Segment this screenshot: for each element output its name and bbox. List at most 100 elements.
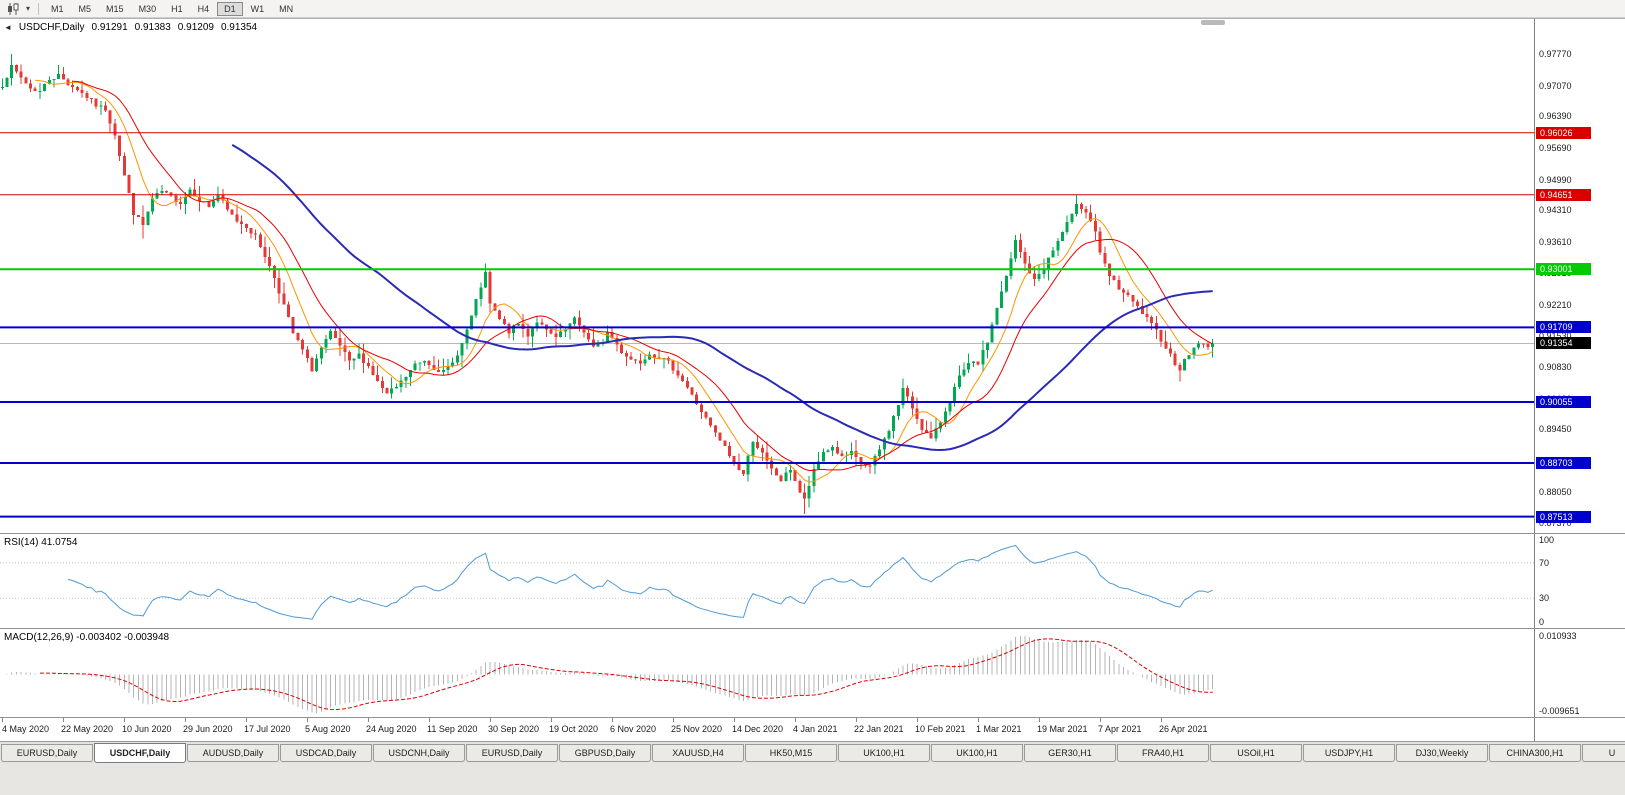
price-axis-tick-label: 0.96390 [1539,111,1572,121]
rsi-plot[interactable]: RSI(14) 41.0754 [0,534,1534,628]
level-price-box: 0.91709 [1536,321,1591,333]
chart-tab-16-china300-h1[interactable]: CHINA300,H1 [1489,744,1581,762]
date-label: 11 Sep 2020 [427,724,478,734]
macd-canvas[interactable] [0,629,1534,716]
chart-tab-bar: EURUSD,Daily USDCHF,Daily AUDUSD,Daily USDC… [0,741,1625,763]
rsi-indicator-label: RSI(14) 41.0754 [4,537,78,548]
chart-tab-11-ger30-h1[interactable]: GER30,H1 [1024,744,1116,762]
date-axis[interactable]: 4 May 2020 22 May 2020 10 Jun 2020 29 Jun 2… [0,717,1625,741]
date-tick-mark [734,718,735,722]
price-axis-tick-label: 0.88050 [1539,487,1572,497]
price-axis[interactable]: 0.97770 0.97070 0.96390 0.95690 0.94990 0.943… [1534,19,1624,533]
chart-symbol-label: USDCHF,Daily [18,22,85,33]
chart-tab-2-audusd-daily[interactable]: AUDUSD,Daily [187,744,279,762]
date-label: 5 Aug 2020 [305,724,351,734]
date-tick-mark [978,718,979,722]
date-axis-labels: 4 May 2020 22 May 2020 10 Jun 2020 29 Jun 2… [0,718,1534,741]
chart-tab-15-dj30-weekly[interactable]: DJ30,Weekly [1396,744,1488,762]
date-label: 29 Jun 2020 [183,724,233,734]
price-axis-tick-label: 0.97070 [1539,81,1572,91]
date-tick-mark [1161,718,1162,722]
date-tick-mark [1100,718,1101,722]
chart-shift-scroll-thumb[interactable] [1201,20,1225,25]
chart-tab-8-hk50-m15[interactable]: HK50,M15 [745,744,837,762]
candlestick-glyph [8,2,19,15]
chart-title: ◄ USDCHF,Daily 0.91291 0.91383 0.91209 0.9135… [4,22,264,33]
macd-axis-min-label: -0.009651 [1539,706,1580,716]
date-tick-mark [429,718,430,722]
timeframe-button-w1[interactable]: W1 [250,3,265,14]
rsi-canvas[interactable] [0,534,1534,627]
chart-tab-12-fra40-h1[interactable]: FRA40,H1 [1117,744,1209,762]
chart-tab-6-gbpusd-daily[interactable]: GBPUSD,Daily [559,744,651,762]
price-axis-tick-label: 0.89450 [1539,424,1572,434]
chart-tab-7-xauusd-h4[interactable]: XAUUSD,H4 [652,744,744,762]
date-label: 25 Nov 2020 [671,724,723,734]
timeframe-button-d1[interactable]: D1 [217,1,243,16]
rsi-axis-label: 70 [1539,558,1550,568]
rsi-axis-label: 0 [1539,617,1545,627]
date-tick-mark [307,718,308,722]
chart-tab-13-usoil-h1[interactable]: USOil,H1 [1210,744,1302,762]
collapse-chart-icon[interactable]: ◄ [4,23,12,32]
date-label: 22 May 2020 [61,724,114,734]
level-price-box: 0.96026 [1536,127,1591,139]
timeframe-button-m1[interactable]: M1 [51,3,64,14]
date-tick-mark [551,718,552,722]
date-label: 24 Aug 2020 [366,724,417,734]
timeframe-button-group: M1 M5 M15 M30 H1 H4 D1 W1 MN [44,1,301,16]
timeframe-button-h1[interactable]: H1 [171,3,183,14]
price-axis-tick-label: 0.92210 [1539,300,1572,310]
chart-type-candlestick-icon[interactable] [4,2,23,15]
macd-indicator-label: MACD(12,26,9) -0.003402 -0.003948 [4,632,170,643]
date-label: 19 Mar 2021 [1037,724,1088,734]
date-label: 4 May 2020 [2,724,50,734]
moving-average-16-line [72,80,1213,472]
date-label: 17 Jul 2020 [244,724,291,734]
date-tick-mark [124,718,125,722]
timeframe-button-m30[interactable]: M30 [138,3,157,14]
chart-tab-4-usdcnh-daily[interactable]: USDCNH,Daily [373,744,465,762]
rsi-axis[interactable]: 100 70 30 0 [1534,534,1624,628]
timeframe-button-h4[interactable]: H4 [197,3,210,14]
date-tick-mark [2,718,3,722]
level-price-box: 0.93001 [1536,263,1591,275]
price-pane: ◄ USDCHF,Daily 0.91291 0.91383 0.91209 0.9135… [0,19,1625,533]
date-tick-mark [856,718,857,722]
chart-tab-3-usdcad-daily[interactable]: USDCAD,Daily [280,744,372,762]
rsi-pane: RSI(14) 41.0754 100 70 30 0 [0,533,1625,628]
timeframe-button-m15[interactable]: M15 [106,3,124,14]
date-label: 10 Jun 2020 [122,724,172,734]
timeframe-button-mn[interactable]: MN [279,3,294,14]
timeframe-button-m5[interactable]: M5 [78,3,92,14]
chart-tab-5-eurusd-daily[interactable]: EURUSD,Daily [466,744,558,762]
level-price-box: 0.94651 [1536,189,1591,201]
price-axis-tick-label: 0.91530 [1539,331,1572,341]
horizontal-level-lines[interactable] [0,132,1534,518]
chart-tab-10-uk100-h1[interactable]: UK100,H1 [931,744,1023,762]
price-chart-plot[interactable]: ◄ USDCHF,Daily 0.91291 0.91383 0.91209 0.9135… [0,19,1534,533]
chart-tab-14-usdjpy-h1[interactable]: USDJPY,H1 [1303,744,1395,762]
macd-axis[interactable]: 0.010933 -0.009651 [1534,629,1624,717]
level-price-box: 0.90055 [1536,396,1591,408]
date-label: 30 Sep 2020 [488,724,540,734]
chart-tab-1-usdchf-daily[interactable]: USDCHF,Daily [94,743,186,763]
ohlc-high: 0.91383 [134,22,171,33]
date-tick-mark [1039,718,1040,722]
date-tick-mark [795,718,796,722]
macd-plot[interactable]: MACD(12,26,9) -0.003402 -0.003948 [0,629,1534,717]
rsi-line [67,544,1213,620]
chart-tab-9-uk100-h1[interactable]: UK100,H1 [838,744,930,762]
date-label: 10 Feb 2021 [915,724,966,734]
rsi-axis-label: 100 [1539,535,1555,545]
moving-average-8-line [35,79,1213,483]
toolbar-separator [38,2,40,15]
chart-tab-0-eurusd-daily[interactable]: EURUSD,Daily [1,744,93,762]
date-tick-mark [612,718,613,722]
date-tick-mark [63,718,64,722]
price-chart-canvas[interactable] [0,19,1534,533]
chart-type-dropdown-icon[interactable]: ▾ [26,4,31,13]
ohlc-low: 0.91209 [177,22,214,33]
chart-tab-17-u[interactable]: U [1582,744,1625,762]
axis-corner [1534,718,1624,741]
